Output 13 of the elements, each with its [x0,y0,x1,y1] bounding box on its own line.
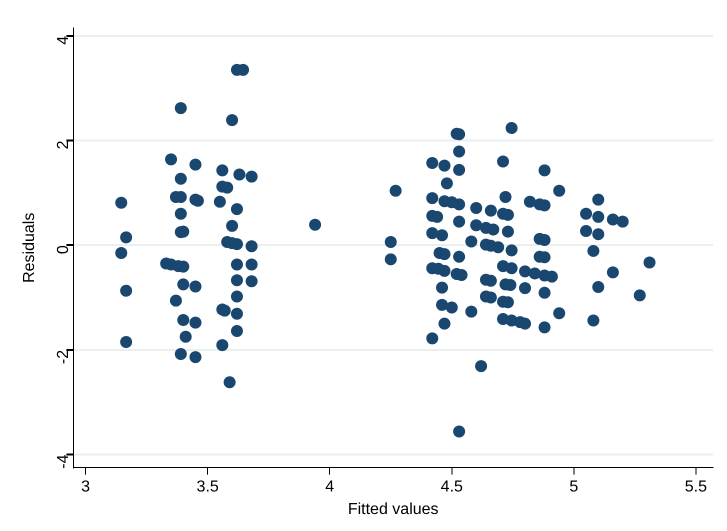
y-axis-title: Residuals [21,212,38,283]
x-tick-label: 5 [569,478,578,496]
x-axis-title: Fitted values [348,500,439,518]
y-tick-label: -2 [54,350,72,364]
y-tick-label: 0 [54,245,72,254]
y-tick-label: 2 [54,140,72,150]
x-tick-label: 4.5 [440,478,464,496]
x-tick-label: 5.5 [684,478,708,496]
y-tick-label: 4 [54,36,72,45]
x-tick-label: 4 [325,478,334,496]
x-tick-label: 3 [81,478,90,496]
y-tick-label: -4 [54,454,72,469]
x-tick-label: 3.5 [196,478,219,496]
